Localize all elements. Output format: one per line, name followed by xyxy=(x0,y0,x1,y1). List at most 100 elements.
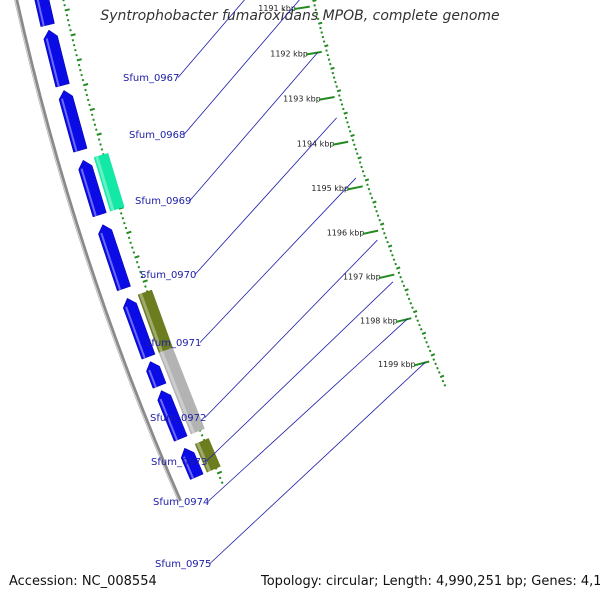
outer-tick xyxy=(119,212,123,215)
gene-arrow xyxy=(157,390,188,442)
kbp-label: 1191 kbp xyxy=(258,4,296,13)
inner-tick xyxy=(379,222,385,226)
outer-tick xyxy=(88,103,91,107)
gene-label: Sfum_0970 xyxy=(140,270,196,281)
outer-tick xyxy=(132,251,136,254)
inner-tick xyxy=(409,302,413,305)
gene-leader-line xyxy=(177,0,245,78)
outer-tick xyxy=(218,476,222,480)
gene-block xyxy=(158,347,205,435)
kbp-major-tick xyxy=(362,229,379,235)
kbp-label: 1199 kbp xyxy=(378,360,416,369)
outer-tick xyxy=(121,217,125,220)
kbp-major-tick xyxy=(395,317,412,323)
inner-tick xyxy=(320,31,323,34)
kbp-major-tick xyxy=(413,360,430,367)
kbp-major-tick xyxy=(347,185,363,191)
gene-block xyxy=(137,289,173,353)
inner-tick xyxy=(434,362,437,366)
inner-tick xyxy=(391,253,394,257)
inner-tick xyxy=(372,200,377,204)
gene-arrow-shade xyxy=(182,456,195,479)
inner-tick xyxy=(355,152,359,155)
outer-tick xyxy=(96,132,102,136)
gene-label: Sfum_0975 xyxy=(155,559,211,570)
gene-arrow-shade xyxy=(80,168,97,217)
inner-tick xyxy=(389,249,393,253)
outer-tick xyxy=(142,279,148,283)
gene-leader-line xyxy=(205,281,394,462)
gene-arrow xyxy=(43,29,70,88)
inner-tick xyxy=(412,309,418,314)
kbp-label: 1196 kbp xyxy=(327,229,365,238)
kbp-major-tick xyxy=(318,95,335,101)
inner-tick xyxy=(340,103,344,106)
gene-arrow-shade xyxy=(159,398,178,441)
kbp-major-tick xyxy=(293,5,310,11)
outer-tick xyxy=(124,226,128,230)
inner-tick xyxy=(322,40,326,43)
outer-tick xyxy=(131,246,134,249)
inner-tick xyxy=(361,170,365,173)
inner-tick xyxy=(407,297,411,301)
inner-tick xyxy=(338,94,341,97)
gene-track xyxy=(34,0,221,480)
inner-tick xyxy=(443,384,447,387)
gene-arrow-shade xyxy=(45,38,60,87)
inner-tick xyxy=(396,266,401,270)
inner-tick xyxy=(350,133,355,138)
inner-tick xyxy=(346,121,349,124)
inner-tick xyxy=(414,315,418,318)
gene-label: Sfum_0971 xyxy=(145,338,201,349)
gene-block xyxy=(93,152,125,212)
inner-tick xyxy=(376,214,380,217)
inner-tick xyxy=(336,89,342,93)
inner-tick xyxy=(363,174,366,178)
gene-label: Sfum_0967 xyxy=(123,73,179,84)
inner-tick xyxy=(427,345,430,348)
inner-tick xyxy=(437,371,441,374)
gene-arrow xyxy=(58,89,88,153)
inner-tick xyxy=(423,336,427,340)
backbone-highlight xyxy=(14,0,180,502)
outer-tick xyxy=(70,33,76,37)
gene-leader-line xyxy=(207,318,408,502)
inner-tick xyxy=(399,275,402,279)
outer-tick xyxy=(92,118,95,121)
inner-tick xyxy=(404,288,409,292)
inner-tick-ring xyxy=(312,0,447,387)
inner-tick xyxy=(418,323,421,327)
topology-text: Topology: circular; Length: 4,990,251 bp… xyxy=(261,574,600,589)
inner-tick xyxy=(367,187,371,191)
inner-tick xyxy=(326,53,330,57)
gene-arrow-shade xyxy=(125,306,146,359)
outer-tick xyxy=(140,275,144,279)
outer-tick xyxy=(76,58,82,62)
inner-tick xyxy=(321,35,325,39)
kbp-label: 1195 kbp xyxy=(311,184,349,193)
inner-tick xyxy=(392,258,396,261)
inner-tick xyxy=(411,306,414,309)
inner-tick xyxy=(383,232,386,235)
inner-tick xyxy=(327,58,331,61)
outer-tick xyxy=(123,221,126,225)
inner-tick xyxy=(386,240,389,244)
inner-tick xyxy=(394,262,397,266)
inner-tick xyxy=(441,379,445,383)
outer-tick xyxy=(86,98,90,102)
outer-tick xyxy=(97,138,101,141)
gene-label: Sfum_0969 xyxy=(135,196,191,207)
inner-tick xyxy=(319,26,322,30)
kbp-label: 1193 kbp xyxy=(283,95,321,104)
gene-block-shade xyxy=(139,293,163,353)
inner-tick xyxy=(343,111,348,115)
inner-tick xyxy=(439,374,445,379)
outer-tick xyxy=(129,241,132,244)
inner-tick xyxy=(373,205,377,209)
kbp-label: 1197 kbp xyxy=(343,273,381,282)
inner-tick xyxy=(348,130,352,133)
outer-tick xyxy=(89,107,95,112)
outer-tick xyxy=(139,270,142,274)
outer-tick xyxy=(82,83,89,87)
